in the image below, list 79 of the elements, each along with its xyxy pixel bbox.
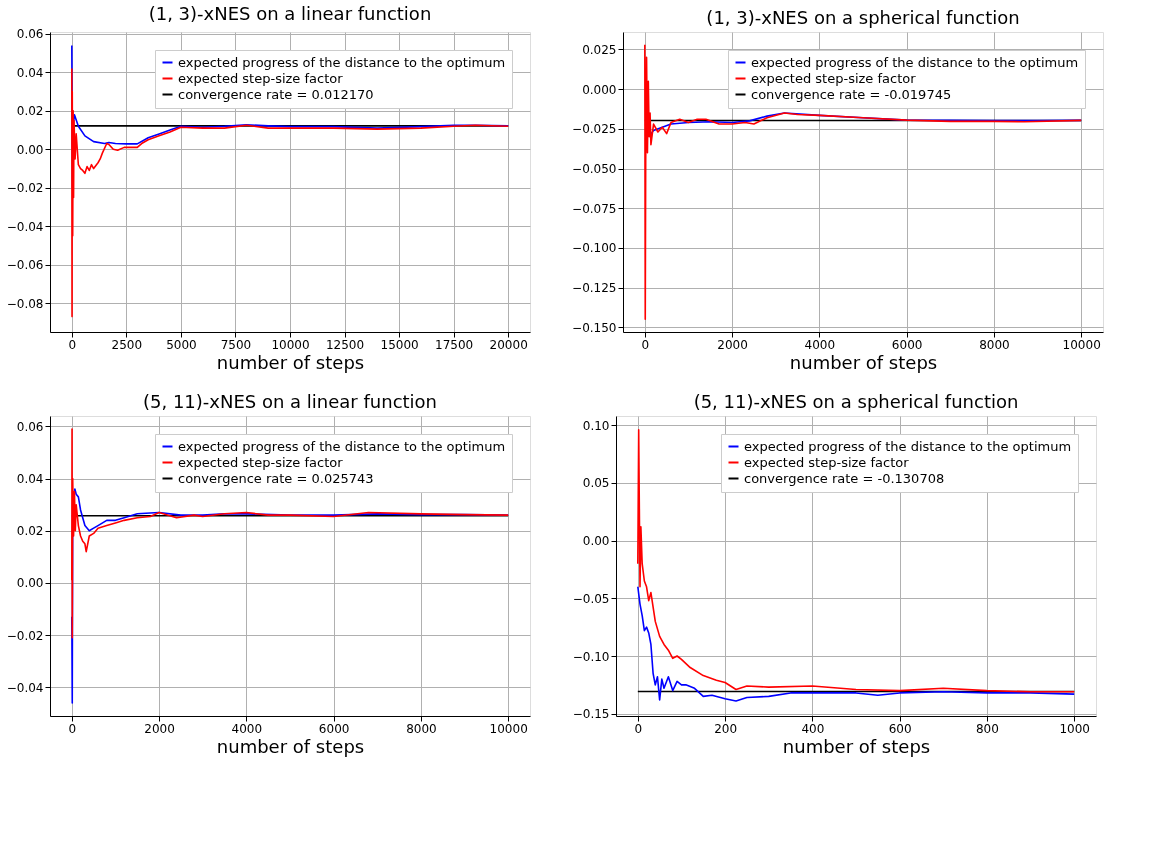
y-tick-label: 0.025 [582,42,617,57]
x-tick-label: 0 [641,337,650,352]
y-tick-label: 0.00 [16,142,44,157]
y-tick-label: −0.100 [572,241,617,256]
y-tick-label: −0.10 [572,649,610,664]
legend-label: convergence rate = -0.019745 [751,86,952,102]
chart-title: (5, 11)-xNES on a spherical function [693,391,1019,412]
x-tick-label: 0 [634,721,643,736]
chart-title: (1, 3)-xNES on a linear function [148,2,432,24]
x-tick-label: 2000 [144,721,175,736]
y-tick-label: −0.075 [572,201,617,216]
x-tick-label: 17500 [435,337,474,352]
legend-label: expected step-size factor [751,70,917,86]
y-tick-label: 0.06 [16,27,44,42]
x-tick-label: 7500 [220,337,252,352]
legend-label: expected progress of the distance to the optimum [751,54,1079,70]
legend-label: expected progress of the distance to the optimum [178,54,506,70]
y-tick-label: −0.02 [6,628,44,643]
x-tick-label: 10000 [1062,337,1101,352]
chart-title: (5, 11)-xNES on a linear function [142,391,438,412]
y-tick-label: −0.15 [572,707,610,722]
line-series [637,585,1075,702]
legend-label: expected progress of the distance to the optimum [744,438,1072,454]
y-tick-label: −0.050 [572,162,617,177]
y-tick-label: 0.10 [582,418,610,433]
x-axis-title: number of steps [216,735,365,757]
y-tick-label: 0.000 [582,82,617,97]
x-tick-label: 200 [714,721,738,736]
x-tick-label: 6000 [891,337,923,352]
y-tick-label: 0.02 [16,104,44,119]
x-axis-title: number of steps [782,735,931,757]
x-tick-label: 2000 [717,337,748,352]
x-tick-label: 12500 [325,337,365,352]
x-tick-label: 10000 [271,337,310,352]
y-tick-label: 0.04 [16,472,44,487]
line-series [71,428,509,639]
y-tick-label: 0.00 [582,534,610,549]
x-tick-label: 600 [888,721,912,736]
x-tick-label: 1000 [1059,721,1090,736]
y-tick-label: −0.05 [572,591,610,606]
x-axis-title: number of steps [216,351,365,373]
y-tick-label: −0.06 [6,258,44,273]
line-series [644,43,1082,321]
x-tick-label: 800 [975,721,999,736]
x-tick-label: 8000 [979,337,1010,352]
x-tick-label: 0 [68,337,77,352]
x-tick-label: 400 [801,721,825,736]
y-tick-label: −0.150 [572,320,617,335]
legend-label: convergence rate = 0.025743 [178,470,374,486]
x-tick-label: 10000 [489,721,528,736]
x-tick-label: 2500 [111,337,143,352]
x-tick-label: 6000 [318,721,350,736]
legend-label: convergence rate = 0.012170 [178,86,374,102]
x-tick-label: 0 [68,721,77,736]
y-tick-label: 0.02 [16,524,44,539]
x-tick-label: 4000 [804,337,836,352]
y-tick-label: −0.125 [572,281,617,296]
legend-label: expected step-size factor [744,454,910,470]
x-axis-title: number of steps [789,351,938,373]
line-series [637,429,1075,693]
legend-label: expected step-size factor [178,454,344,470]
y-tick-label: 0.04 [16,65,44,80]
y-tick-label: −0.02 [6,181,44,196]
y-tick-label: −0.025 [572,122,617,137]
x-tick-label: 4000 [231,721,263,736]
x-tick-label: 20000 [489,337,528,352]
y-tick-label: 0.00 [16,576,44,591]
chart-title: (1, 3)-xNES on a spherical function [706,7,1020,28]
y-tick-label: −0.04 [6,219,44,234]
x-tick-label: 5000 [166,337,197,352]
x-tick-label: 15000 [380,337,419,352]
legend-label: expected progress of the distance to the optimum [178,438,506,454]
x-tick-label: 8000 [406,721,437,736]
y-tick-label: −0.04 [6,680,44,695]
y-tick-label: 0.06 [16,419,44,434]
legend-label: expected step-size factor [178,70,344,86]
y-tick-label: −0.08 [6,296,44,311]
legend-label: convergence rate = -0.130708 [744,470,945,486]
y-tick-label: 0.05 [582,476,610,491]
